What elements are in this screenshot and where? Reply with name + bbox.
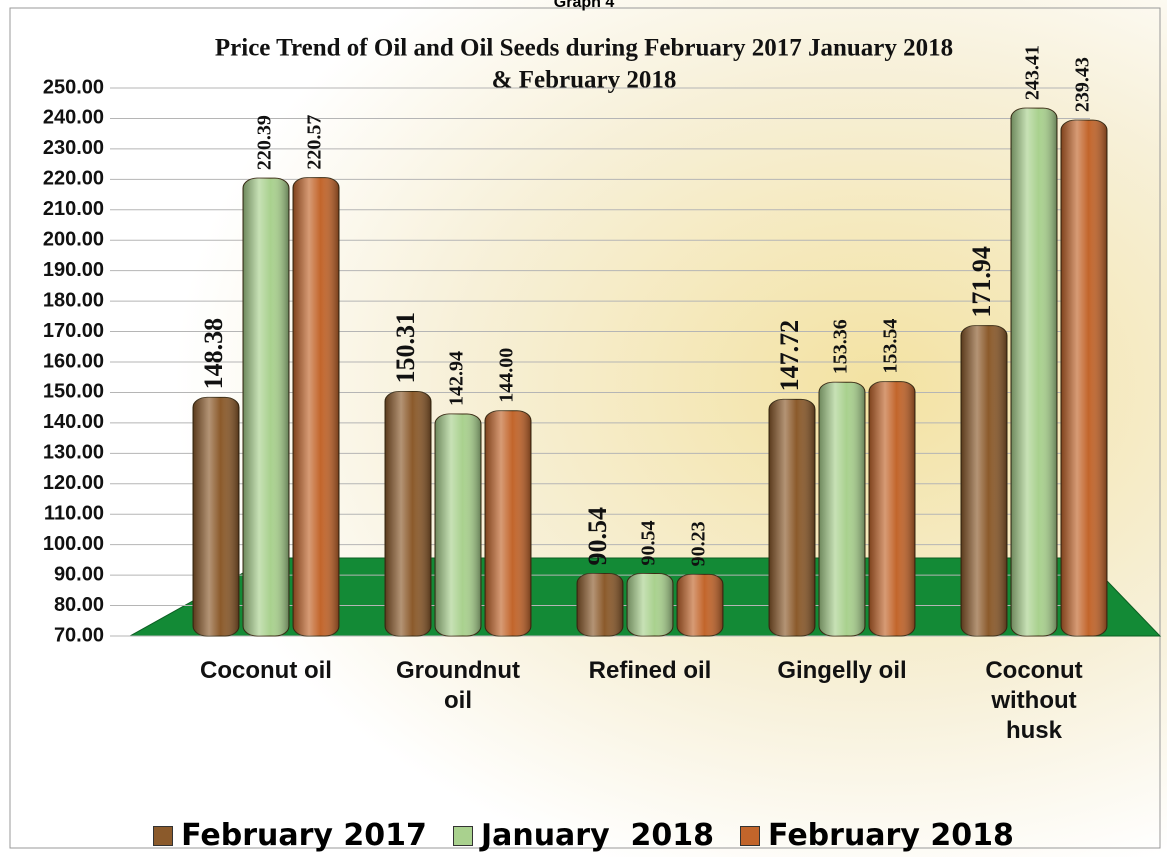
legend-swatch (740, 826, 760, 846)
bar-shine (435, 414, 481, 636)
value-label: 153.36 (830, 319, 852, 374)
bar-shine (385, 392, 431, 636)
y-tick-label: 140.00 (43, 411, 104, 433)
value-label: 220.57 (304, 115, 326, 170)
x-tick-label: Groundnut oil (383, 656, 533, 716)
y-tick-label: 70.00 (54, 624, 104, 646)
y-tick-label: 250.00 (43, 76, 104, 98)
y-tick-label: 90.00 (54, 563, 104, 585)
y-tick-label: 210.00 (43, 198, 104, 220)
y-tick-label: 240.00 (43, 107, 104, 129)
value-label: 147.72 (775, 320, 804, 392)
value-label: 220.39 (254, 115, 276, 170)
x-tick-label: Gingelly oil (757, 656, 927, 686)
chart-title: Price Trend of Oil and Oil Seeds during … (215, 35, 953, 62)
value-label: 239.43 (1072, 57, 1094, 112)
legend-label: February 2018 (768, 818, 1014, 853)
y-tick-label: 170.00 (43, 320, 104, 342)
bar-shine (193, 397, 239, 636)
value-label: 142.94 (446, 351, 468, 406)
bar-shine (961, 326, 1007, 636)
y-tick-label: 190.00 (43, 259, 104, 281)
bar-shine (485, 411, 531, 636)
y-tick-label: 150.00 (43, 381, 104, 403)
y-tick-label: 180.00 (43, 289, 104, 311)
bar-shine (769, 399, 815, 636)
bar-shine (243, 178, 289, 636)
bar-shine (627, 573, 673, 636)
x-tick-label: Refined oil (565, 656, 735, 686)
y-tick-label: 230.00 (43, 137, 104, 159)
value-label: 150.31 (391, 312, 420, 384)
value-label: 90.54 (583, 507, 612, 566)
bar-shine (1061, 120, 1107, 636)
bar-shine (1011, 108, 1057, 636)
bar-shine (869, 382, 915, 636)
legend-item: January 2018 (453, 818, 714, 853)
legend: February 2017 January 2018 February 2018 (0, 818, 1167, 853)
legend-swatch (153, 826, 173, 846)
y-tick-label: 160.00 (43, 350, 104, 372)
value-label: 243.41 (1022, 45, 1044, 100)
legend-label: February 2017 (181, 818, 427, 853)
x-tick-label: Coconut without husk (969, 656, 1099, 746)
y-tick-label: 130.00 (43, 442, 104, 464)
value-label: 171.94 (967, 246, 996, 318)
x-tick-label: Coconut oil (181, 656, 351, 686)
header: Graph 4 (554, 0, 615, 11)
bar-shine (677, 574, 723, 636)
bar-shine (577, 573, 623, 636)
bar-shine (819, 382, 865, 636)
value-label: 153.54 (880, 319, 902, 374)
y-tick-label: 200.00 (43, 229, 104, 251)
bar-shine (293, 178, 339, 636)
legend-swatch (453, 826, 473, 846)
legend-item: February 2018 (740, 818, 1014, 853)
y-tick-label: 220.00 (43, 168, 104, 190)
y-tick-label: 80.00 (54, 594, 104, 616)
y-tick-label: 120.00 (43, 472, 104, 494)
value-label: 90.23 (688, 521, 710, 566)
y-tick-label: 100.00 (43, 533, 104, 555)
value-label: 144.00 (496, 348, 518, 403)
value-label: 148.38 (199, 318, 228, 390)
value-label: 90.54 (638, 520, 660, 565)
chart-subtitle: & February 2018 (492, 67, 677, 94)
page: {"chart_data": { "type": "bar", "header"… (0, 0, 1167, 857)
y-tick-label: 110.00 (44, 503, 104, 525)
legend-label: January 2018 (481, 818, 714, 853)
legend-item: February 2017 (153, 818, 427, 853)
